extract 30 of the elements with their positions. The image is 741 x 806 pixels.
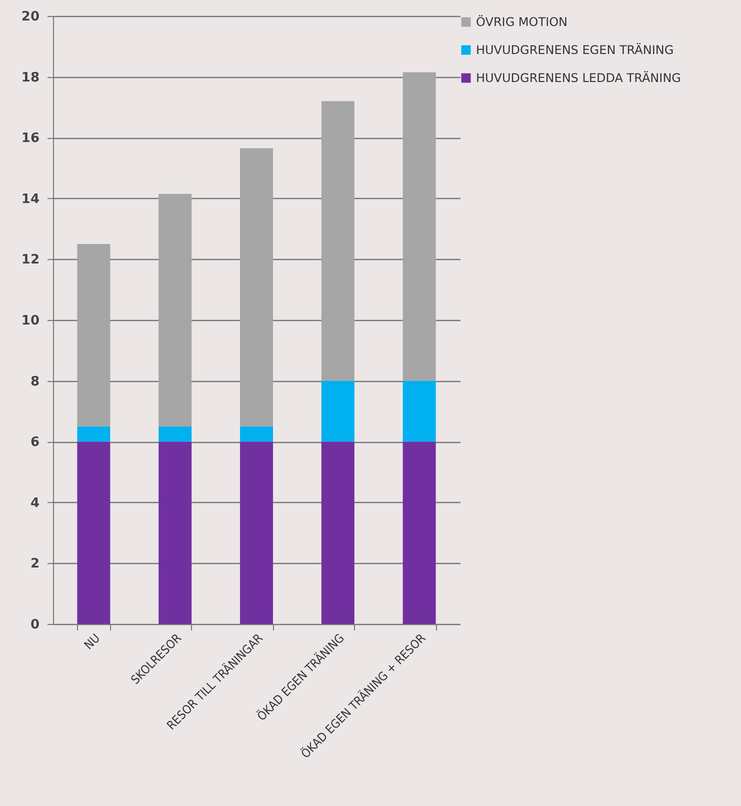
y-tick-label: 6 [30, 435, 40, 450]
legend-label: HUVUDGRENENS EGEN TRÄNING [476, 43, 674, 57]
bar [321, 101, 354, 381]
legend-label: HUVUDGRENENS LEDDA TRÄNING [476, 71, 681, 85]
bar [321, 442, 354, 624]
bar [77, 442, 110, 624]
y-tick-label: 8 [30, 374, 40, 390]
y-tick-label: 14 [21, 192, 40, 207]
bar [240, 426, 273, 442]
bar [240, 442, 273, 624]
y-tick-label: 20 [21, 10, 40, 24]
bar [402, 442, 436, 624]
y-tick-label: 16 [21, 131, 40, 146]
x-tick-label: NU [81, 631, 103, 652]
bar [321, 380, 354, 442]
bar [158, 442, 192, 624]
y-tick-label: 4 [30, 496, 40, 511]
y-tick-label: 18 [21, 70, 40, 86]
y-tick-label: 10 [21, 314, 40, 328]
bar [77, 244, 110, 426]
bar [402, 380, 436, 442]
bar [240, 148, 273, 426]
legend-label: ÖVRIG MOTION [476, 15, 568, 29]
bar [158, 194, 192, 426]
y-tick-label: 12 [21, 252, 40, 268]
bar [402, 72, 436, 381]
y-tick-label: 2 [30, 556, 40, 572]
bar [77, 426, 110, 442]
bar [158, 426, 192, 442]
y-tick-label: 0 [30, 618, 40, 632]
